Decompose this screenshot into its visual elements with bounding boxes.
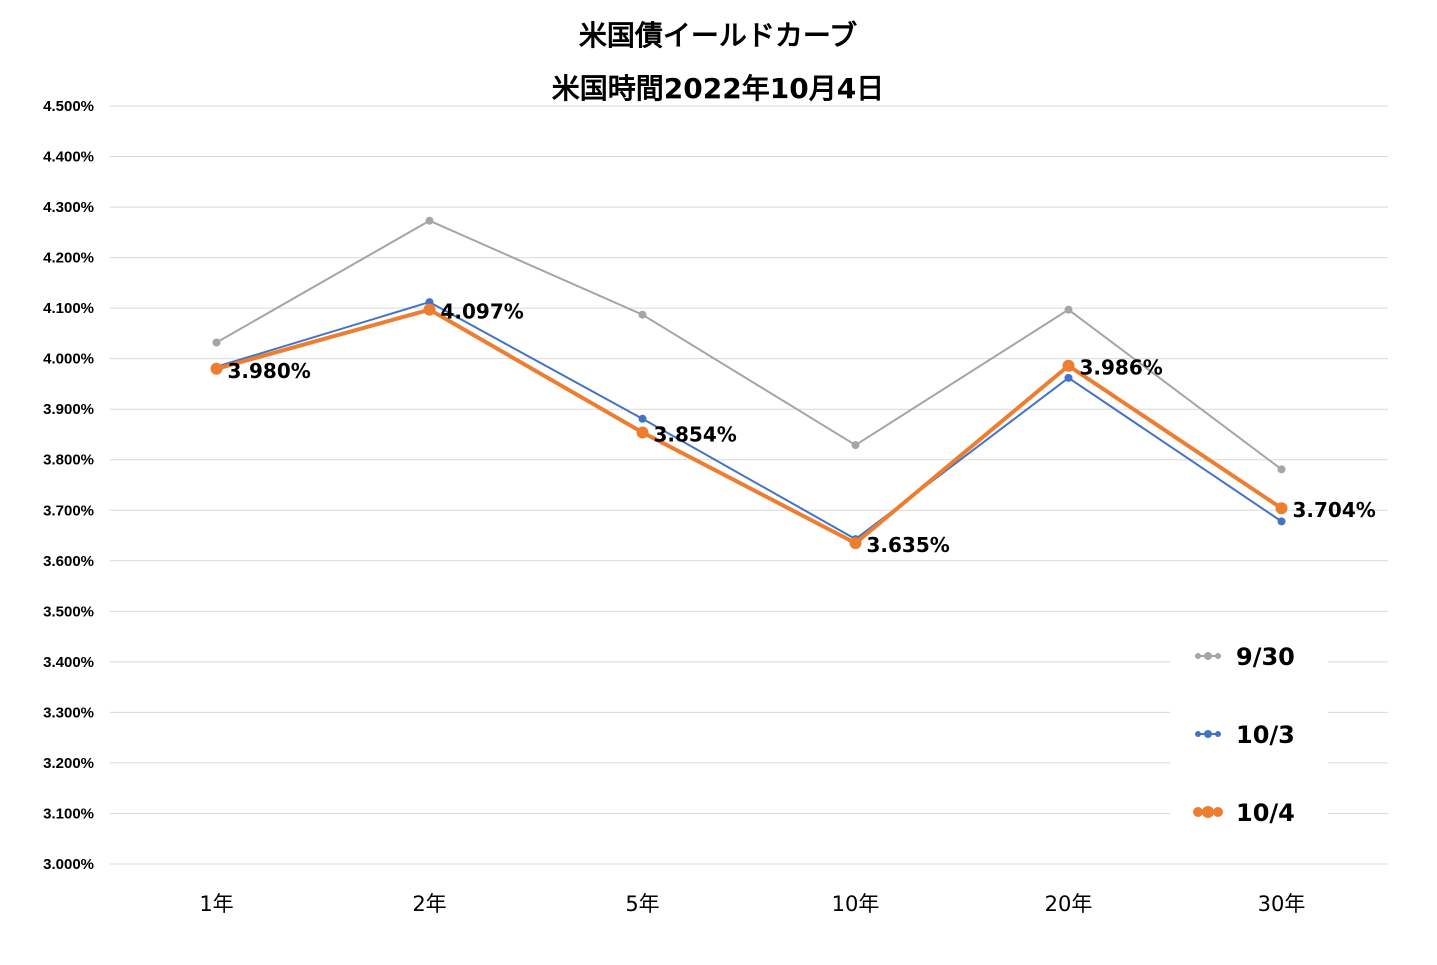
data-point-10-3 [1277, 517, 1286, 526]
x-tick-label: 1年 [199, 892, 233, 916]
legend-label: 10/3 [1236, 721, 1295, 749]
data-point-10-4 [849, 537, 862, 550]
y-tick-label: 4.300% [43, 199, 94, 216]
y-tick-label: 3.500% [43, 603, 94, 620]
series-line-9-30 [216, 219, 1283, 471]
legend-marker [1195, 653, 1201, 659]
data-point-10-3 [1064, 373, 1073, 382]
legend-marker [1215, 731, 1221, 737]
data-label: 3.980% [228, 359, 311, 383]
gridlines [110, 105, 1388, 865]
data-point-9-30 [1277, 465, 1286, 474]
chart-title: 米国債イールドカーブ [579, 19, 857, 52]
y-tick-label: 3.400% [43, 654, 94, 671]
legend-marker [1204, 652, 1212, 660]
legend-marker [1204, 730, 1212, 738]
data-label: 3.635% [867, 533, 950, 557]
data-label: 3.704% [1293, 498, 1376, 522]
y-tick-label: 3.200% [43, 755, 94, 772]
x-tick-label: 10年 [832, 892, 880, 916]
y-tick-label: 3.600% [43, 553, 94, 570]
data-point-9-30 [1064, 305, 1073, 314]
y-tick-label: 4.200% [43, 250, 94, 267]
data-point-10-3 [638, 414, 647, 423]
legend-marker [1202, 806, 1214, 818]
y-tick-label: 3.100% [43, 805, 94, 822]
chart-subtitle: 米国時間2022年10月4日 [552, 72, 884, 105]
data-label: 3.986% [1080, 356, 1163, 380]
data-labels: 3.980% 4.097% 3.854% 3.635% 3.986% 3.704% [228, 300, 1376, 557]
x-tick-label: 5年 [625, 892, 659, 916]
series-line-10-3 [216, 301, 1283, 541]
legend-label: 9/30 [1236, 643, 1295, 671]
y-tick-label: 3.700% [43, 502, 94, 519]
x-tick-label: 30年 [1258, 892, 1306, 916]
data-point-10-4 [636, 426, 649, 439]
y-tick-label: 4.100% [43, 300, 94, 317]
legend-marker [1215, 653, 1221, 659]
data-point-9-30 [425, 216, 434, 225]
data-point-9-30 [851, 441, 860, 450]
data-point-9-30 [638, 310, 647, 319]
y-tick-label: 4.500% [43, 98, 94, 115]
y-tick-label: 4.000% [43, 351, 94, 368]
y-tick-label: 4.400% [43, 149, 94, 166]
y-tick-label: 3.300% [43, 704, 94, 721]
x-axis-ticks: 1年 2年 5年 10年 20年 30年 [199, 892, 1305, 916]
data-point-10-4 [423, 303, 436, 316]
data-point-10-4 [1062, 359, 1075, 372]
y-tick-label: 3.900% [43, 401, 94, 418]
series-line-10-4 [215, 307, 1283, 546]
legend-marker [1213, 807, 1223, 817]
data-point-9-30 [212, 338, 221, 347]
data-label: 3.854% [654, 422, 737, 446]
legend-marker [1195, 731, 1201, 737]
y-axis-ticks: 3.000% 3.100% 3.200% 3.300% 3.400% 3.500% 3.60… [43, 98, 94, 873]
x-tick-label: 2年 [412, 892, 446, 916]
legend-label: 10/4 [1236, 799, 1295, 827]
data-label: 4.097% [441, 300, 524, 324]
legend: 9/30 10/3 10/4 [1170, 622, 1328, 848]
legend-marker [1193, 807, 1203, 817]
series-lines [210, 216, 1288, 550]
y-tick-label: 3.000% [43, 856, 94, 873]
x-tick-label: 20年 [1045, 892, 1093, 916]
y-tick-label: 3.800% [43, 452, 94, 469]
data-point-10-4 [210, 362, 223, 375]
data-point-10-4 [1275, 502, 1288, 515]
